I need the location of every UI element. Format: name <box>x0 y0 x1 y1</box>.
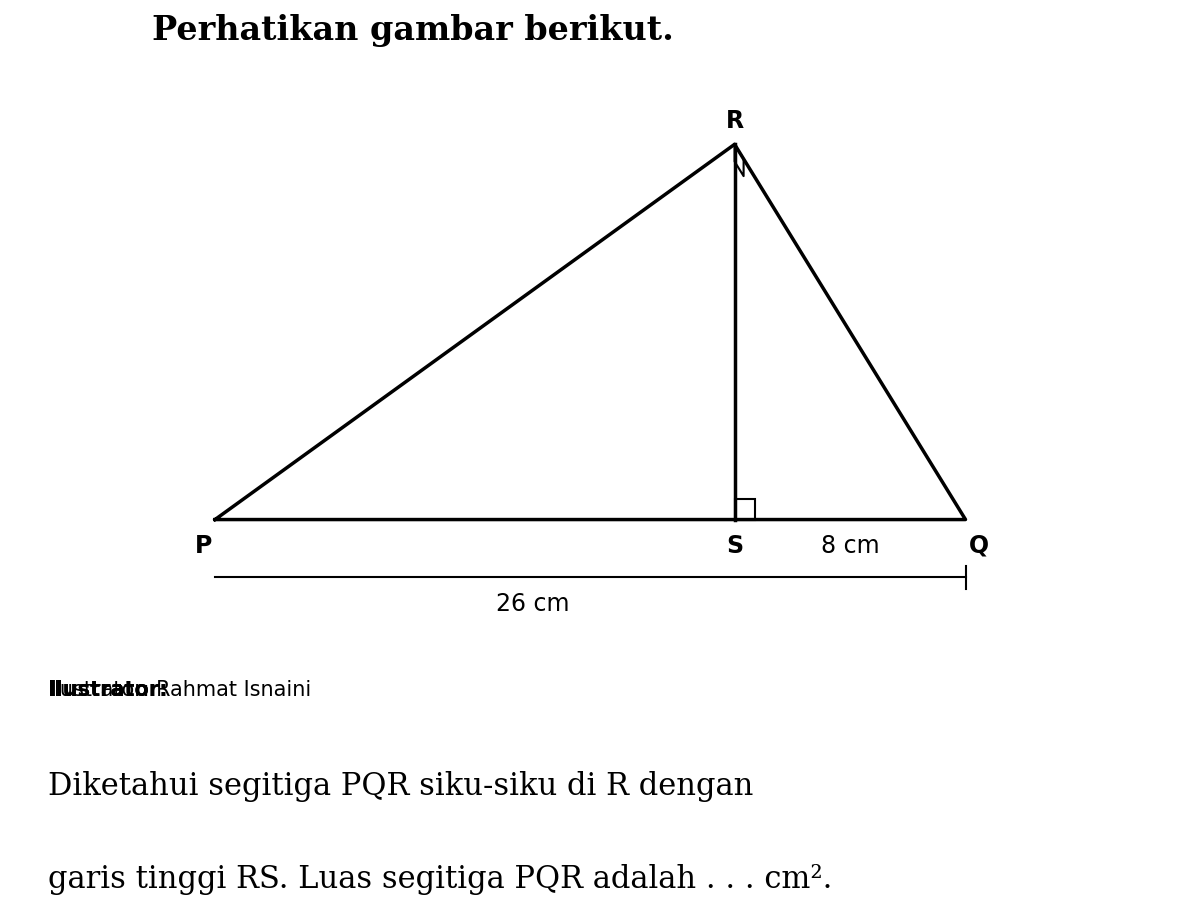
Text: Ilustrator:: Ilustrator: <box>48 680 167 700</box>
Text: R: R <box>725 109 743 133</box>
Text: Q: Q <box>968 534 988 558</box>
Text: Ilustrator: Rahmat Isnaini: Ilustrator: Rahmat Isnaini <box>48 680 311 700</box>
Text: Ilustrator:: Ilustrator: <box>48 680 167 700</box>
Text: 26 cm: 26 cm <box>496 592 569 616</box>
Text: garis tinggi RS. Luas segitiga PQR adalah . . . cm².: garis tinggi RS. Luas segitiga PQR adala… <box>48 864 832 895</box>
Bar <box>735 500 755 520</box>
Text: P: P <box>195 534 213 558</box>
Text: S: S <box>727 534 743 558</box>
Text: Diketahui segitiga PQR siku-siku di R dengan: Diketahui segitiga PQR siku-siku di R de… <box>48 770 753 802</box>
Text: 8 cm: 8 cm <box>821 534 880 558</box>
Text: Perhatikan gambar berikut.: Perhatikan gambar berikut. <box>152 14 674 48</box>
